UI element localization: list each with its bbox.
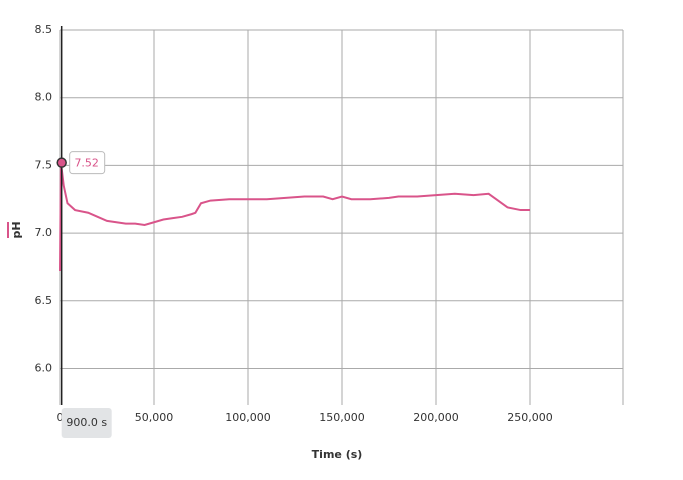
x-tick-label: 100,000 — [225, 411, 271, 424]
y-tick-label: 6.0 — [35, 361, 53, 374]
x-tick-label: 200,000 — [413, 411, 459, 424]
x-tick-label: 50,000 — [135, 411, 174, 424]
y-tick-label: 7.0 — [35, 226, 53, 239]
y-axis-title: pH — [10, 221, 23, 238]
y-tick-label: 8.5 — [35, 23, 53, 36]
y-tick-label: 7.5 — [35, 158, 53, 171]
x-tick-label: 0 — [57, 411, 64, 424]
value-tooltip-box — [69, 151, 106, 175]
legend-swatch — [7, 222, 9, 238]
cursor-point — [56, 157, 67, 168]
x-tick-label: 150,000 — [319, 411, 365, 424]
cursor-label-box — [61, 408, 112, 438]
x-axis-title: Time (s) — [312, 448, 363, 461]
x-tick-label: 250,000 — [507, 411, 553, 424]
y-tick-label: 8.0 — [35, 91, 53, 104]
data-line — [59, 162, 530, 271]
value-tooltip: 7.52 — [74, 157, 99, 170]
cursor-label: 900.0 s — [66, 416, 107, 429]
y-tick-label: 6.5 — [35, 294, 53, 307]
